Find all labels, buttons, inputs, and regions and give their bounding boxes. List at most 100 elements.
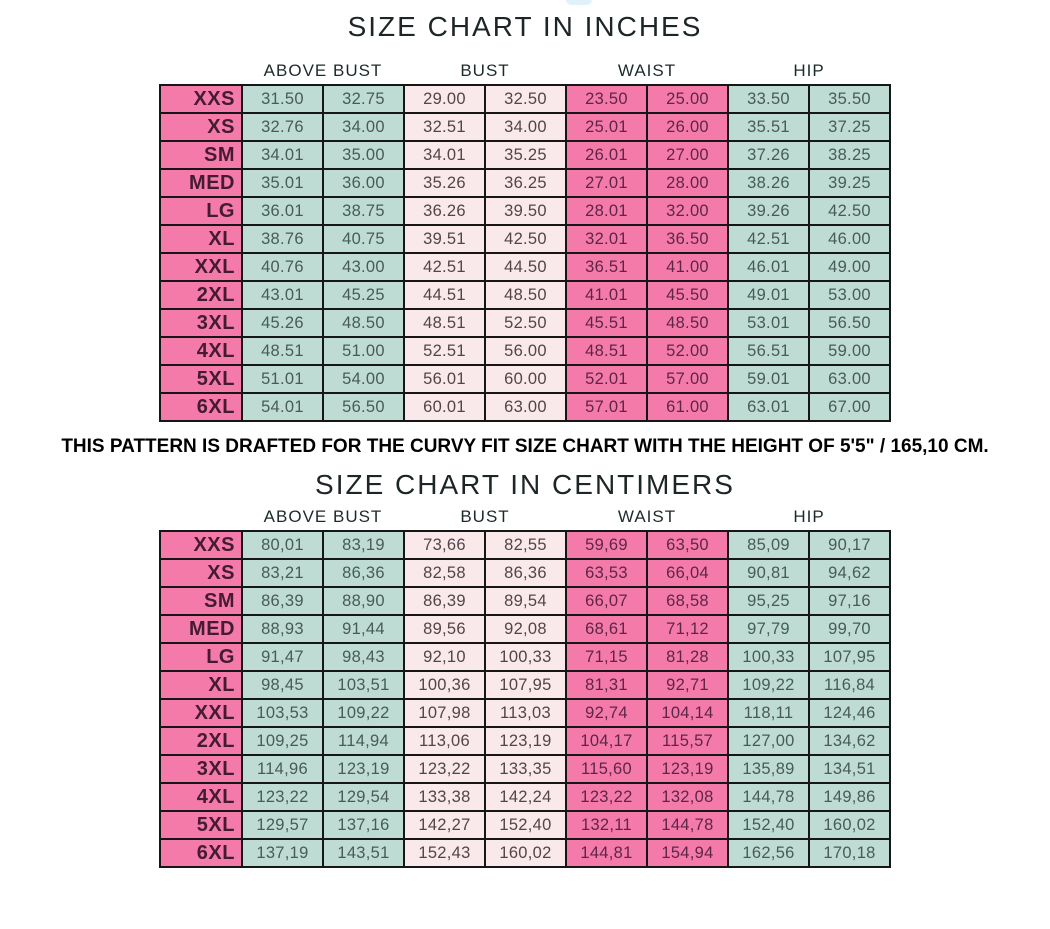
measurement-cell: 98,43 <box>321 642 406 672</box>
table-row: 4XL 48.51 51.00 52.51 56.00 48.51 52.00 56.51 59… <box>158 336 892 366</box>
measurement-cell: 52.01 <box>565 364 648 394</box>
measurement-cell: 36.26 <box>403 196 486 226</box>
measurement-cell: 32.75 <box>321 84 406 114</box>
header-corner <box>159 504 242 531</box>
measurement-cell: 152,40 <box>727 810 811 840</box>
measurement-cell: 104,14 <box>645 698 730 728</box>
measurement-cell: 56.00 <box>484 336 567 366</box>
measurement-cell: 63,53 <box>565 558 648 588</box>
measurement-cell: 35.26 <box>403 168 486 198</box>
measurement-cell: 49.00 <box>808 252 892 282</box>
measurement-cell: 66,07 <box>565 586 648 616</box>
measurement-cell: 25.00 <box>645 84 730 114</box>
measurement-cell: 39.26 <box>727 196 811 226</box>
header-corner <box>159 58 242 85</box>
measurement-cell: 86,36 <box>321 558 406 588</box>
measurement-cell: 26.01 <box>565 140 648 170</box>
size-label-cell: MED <box>158 168 243 198</box>
measurement-cell: 52.00 <box>645 336 730 366</box>
table-row: 5XL 129,57 137,16 142,27 152,40 132,11 144,78 1… <box>158 810 892 840</box>
measurement-cell: 92,08 <box>484 614 567 644</box>
measurement-cell: 34.01 <box>403 140 486 170</box>
measurement-cell: 137,16 <box>321 810 406 840</box>
measurement-cell: 63,50 <box>645 530 730 560</box>
measurement-cell: 45.25 <box>321 280 406 310</box>
measurement-cell: 63.00 <box>484 392 567 422</box>
size-label-cell: XL <box>158 670 243 700</box>
measurement-cell: 59.00 <box>808 336 892 366</box>
measurement-cell: 123,19 <box>321 754 406 784</box>
measurement-cell: 36.25 <box>484 168 567 198</box>
measurement-cell: 48.51 <box>403 308 486 338</box>
measurement-cell: 134,62 <box>808 726 892 756</box>
measurement-cell: 42.50 <box>484 224 567 254</box>
measurement-cell: 54.00 <box>321 364 406 394</box>
measurement-cell: 36.00 <box>321 168 406 198</box>
measurement-cell: 39.50 <box>484 196 567 226</box>
measurement-cell: 43.00 <box>321 252 406 282</box>
size-label-cell: 5XL <box>158 364 243 394</box>
measurement-cell: 45.26 <box>240 308 324 338</box>
size-label-cell: 4XL <box>158 336 243 366</box>
size-label-cell: 4XL <box>158 782 243 812</box>
size-label-cell: 3XL <box>158 754 243 784</box>
measurement-cell: 53.01 <box>727 308 811 338</box>
column-group-header: WAIST <box>566 58 729 85</box>
measurement-cell: 83,19 <box>321 530 406 560</box>
measurement-cell: 45.51 <box>565 308 648 338</box>
measurement-cell: 90,81 <box>727 558 811 588</box>
measurement-cell: 116,84 <box>808 670 892 700</box>
measurement-cell: 32.76 <box>240 112 324 142</box>
measurement-cell: 100,36 <box>403 670 486 700</box>
measurement-cell: 26.00 <box>645 112 730 142</box>
table-row: XS 83,21 86,36 82,58 86,36 63,53 66,04 90,81 94,… <box>158 558 892 588</box>
measurement-cell: 132,11 <box>565 810 648 840</box>
measurement-cell: 67.00 <box>808 392 892 422</box>
table-row: XS 32.76 34.00 32.51 34.00 25.01 26.00 35.51 37.… <box>158 112 892 142</box>
measurement-cell: 34.01 <box>240 140 324 170</box>
measurement-cell: 89,56 <box>403 614 486 644</box>
measurement-cell: 129,54 <box>321 782 406 812</box>
measurement-cell: 103,53 <box>240 698 324 728</box>
measurement-cell: 41.01 <box>565 280 648 310</box>
measurement-cell: 113,06 <box>403 726 486 756</box>
measurement-cell: 44.50 <box>484 252 567 282</box>
measurement-cell: 71,15 <box>565 642 648 672</box>
table-row: SM 34.01 35.00 34.01 35.25 26.01 27.00 37.26 38.… <box>158 140 892 170</box>
table-row: XXL 103,53 109,22 107,98 113,03 92,74 104,14 11… <box>158 698 892 728</box>
size-label-cell: XXL <box>158 698 243 728</box>
measurement-cell: 46.01 <box>727 252 811 282</box>
measurement-cell: 107,98 <box>403 698 486 728</box>
measurement-cell: 95,25 <box>727 586 811 616</box>
size-label-cell: MED <box>158 614 243 644</box>
table-row: 2XL 109,25 114,94 113,06 123,19 104,17 115,57 1… <box>158 726 892 756</box>
measurement-cell: 160,02 <box>484 838 567 868</box>
measurement-cell: 73,66 <box>403 530 486 560</box>
measurement-cell: 92,10 <box>403 642 486 672</box>
measurement-cell: 42.51 <box>727 224 811 254</box>
measurement-cell: 115,57 <box>645 726 730 756</box>
measurement-cell: 82,55 <box>484 530 567 560</box>
measurement-cell: 152,40 <box>484 810 567 840</box>
measurement-cell: 86,39 <box>240 586 324 616</box>
size-chart-centimeters-table: ABOVE BUST BUST WAIST HIP XXS 80,01 83,19 73,66… <box>158 504 892 868</box>
measurement-cell: 154,94 <box>645 838 730 868</box>
column-group-header: ABOVE BUST <box>241 58 404 85</box>
table-row: 4XL 123,22 129,54 133,38 142,24 123,22 132,08 1… <box>158 782 892 812</box>
table-row: MED 88,93 91,44 89,56 92,08 68,61 71,12 97,79 99… <box>158 614 892 644</box>
measurement-cell: 137,19 <box>240 838 324 868</box>
measurement-cell: 142,24 <box>484 782 567 812</box>
measurement-cell: 53.00 <box>808 280 892 310</box>
measurement-cell: 115,60 <box>565 754 648 784</box>
measurement-cell: 68,58 <box>645 586 730 616</box>
measurement-cell: 35.01 <box>240 168 324 198</box>
measurement-cell: 43.01 <box>240 280 324 310</box>
measurement-cell: 160,02 <box>808 810 892 840</box>
measurement-cell: 88,90 <box>321 586 406 616</box>
measurement-cell: 97,79 <box>727 614 811 644</box>
measurement-cell: 63.01 <box>727 392 811 422</box>
measurement-cell: 92,71 <box>645 670 730 700</box>
measurement-cell: 29.00 <box>403 84 486 114</box>
table-row: 2XL 43.01 45.25 44.51 48.50 41.01 45.50 49.01 53… <box>158 280 892 310</box>
measurement-cell: 40.75 <box>321 224 406 254</box>
